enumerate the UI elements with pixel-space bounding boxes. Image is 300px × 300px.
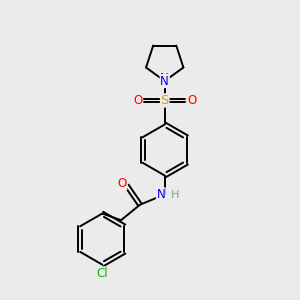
Text: N: N — [156, 188, 165, 201]
Text: H: H — [171, 190, 179, 200]
Text: Cl: Cl — [96, 267, 108, 280]
Text: N: N — [160, 72, 169, 85]
Text: N: N — [160, 75, 169, 88]
Text: O: O — [133, 94, 142, 107]
Text: O: O — [117, 177, 127, 190]
Text: O: O — [187, 94, 196, 107]
Text: S: S — [160, 94, 169, 107]
